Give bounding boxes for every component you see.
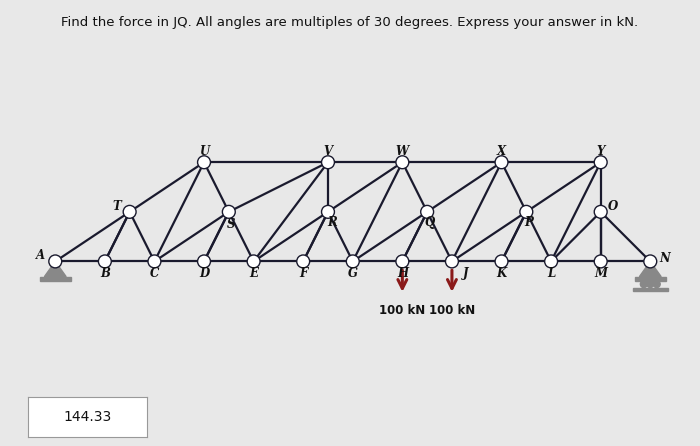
Circle shape	[594, 156, 607, 169]
Circle shape	[197, 156, 211, 169]
Text: V: V	[323, 145, 332, 158]
Circle shape	[445, 255, 458, 268]
Text: X: X	[497, 145, 506, 158]
Circle shape	[223, 206, 235, 218]
Circle shape	[297, 255, 309, 268]
Polygon shape	[639, 261, 662, 277]
Text: A: A	[36, 249, 45, 262]
Text: S: S	[227, 218, 235, 231]
Text: L: L	[547, 267, 555, 281]
Text: Y: Y	[596, 145, 605, 158]
Text: H: H	[397, 267, 408, 281]
Circle shape	[644, 255, 657, 268]
Text: O: O	[608, 200, 618, 213]
Text: W: W	[395, 145, 409, 158]
Text: U: U	[199, 145, 209, 158]
Circle shape	[495, 255, 508, 268]
Text: R: R	[327, 216, 337, 229]
Circle shape	[346, 255, 359, 268]
Text: N: N	[660, 252, 671, 265]
Text: 100 kN: 100 kN	[379, 304, 426, 317]
Circle shape	[197, 255, 211, 268]
Circle shape	[123, 206, 136, 218]
Text: E: E	[249, 267, 258, 281]
Circle shape	[247, 255, 260, 268]
Text: K: K	[496, 267, 507, 281]
Text: G: G	[348, 267, 358, 281]
Text: C: C	[150, 267, 159, 281]
Text: F: F	[299, 267, 307, 281]
Bar	[633, 288, 668, 291]
Circle shape	[520, 206, 533, 218]
Text: B: B	[100, 267, 110, 281]
Circle shape	[421, 206, 433, 218]
Circle shape	[653, 281, 660, 288]
Text: Find the force in JQ. All angles are multiples of 30 degrees. Express your answe: Find the force in JQ. All angles are mul…	[62, 16, 638, 29]
Bar	[635, 277, 666, 281]
Text: 100 kN: 100 kN	[429, 304, 475, 317]
Circle shape	[148, 255, 161, 268]
Circle shape	[495, 156, 508, 169]
Circle shape	[396, 156, 409, 169]
Circle shape	[49, 255, 62, 268]
Polygon shape	[44, 261, 66, 277]
Circle shape	[647, 281, 654, 288]
Text: P: P	[524, 216, 533, 229]
Circle shape	[545, 255, 558, 268]
Bar	[40, 277, 71, 281]
Circle shape	[99, 255, 111, 268]
Circle shape	[640, 281, 648, 288]
Text: M: M	[594, 267, 607, 281]
Circle shape	[321, 156, 335, 169]
Text: J: J	[463, 267, 468, 281]
Circle shape	[594, 206, 607, 218]
Circle shape	[321, 206, 335, 218]
Circle shape	[396, 255, 409, 268]
Circle shape	[594, 255, 607, 268]
Text: 144.33: 144.33	[64, 410, 111, 424]
Text: T: T	[113, 200, 122, 213]
Text: D: D	[199, 267, 209, 281]
Text: Q: Q	[424, 216, 435, 229]
